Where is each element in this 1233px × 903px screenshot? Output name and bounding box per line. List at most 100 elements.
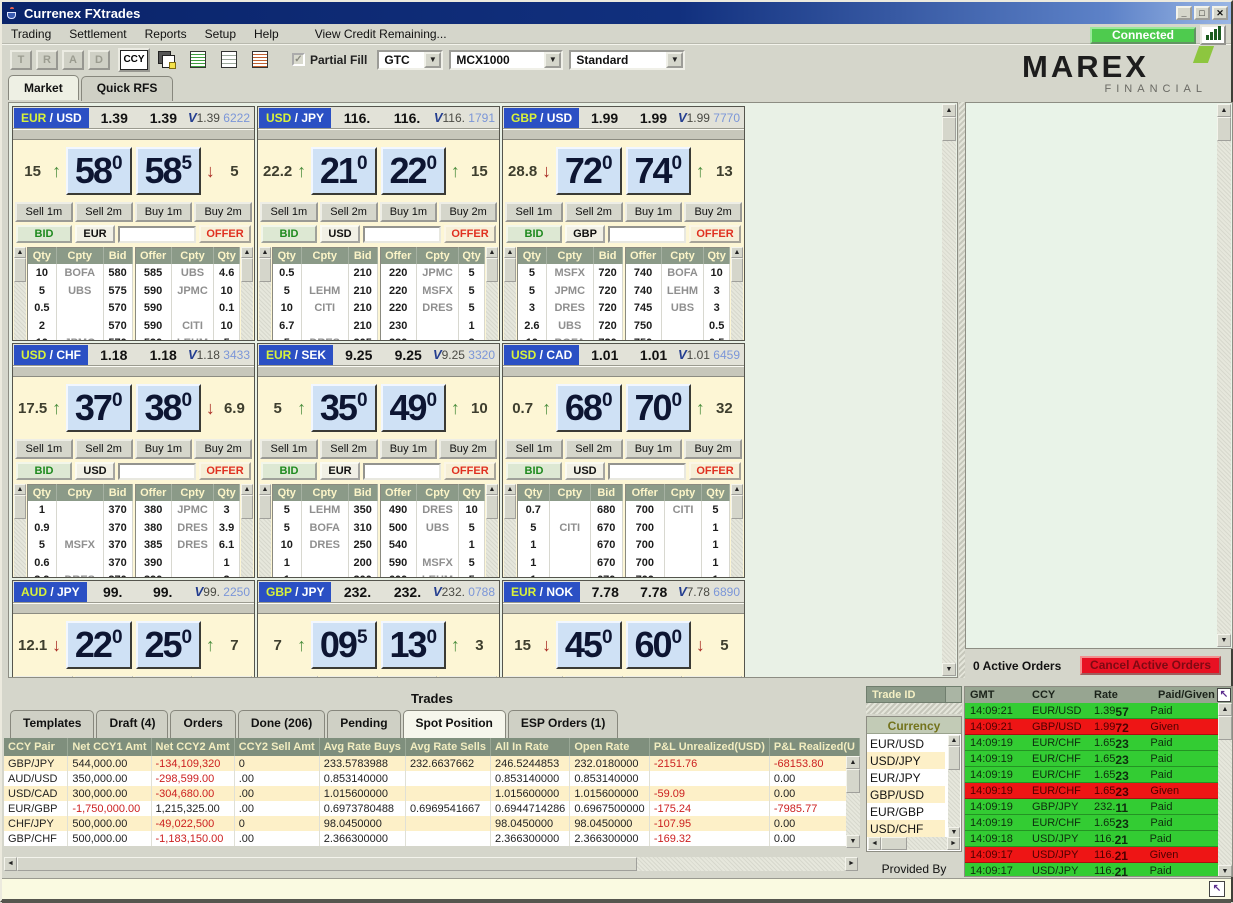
scrollbar-track[interactable] bbox=[14, 258, 26, 340]
book-row[interactable]: 10BOFA720 bbox=[517, 334, 623, 340]
scrollbar-track[interactable] bbox=[731, 495, 743, 577]
scrollbar-thumb[interactable] bbox=[486, 258, 498, 282]
scroll-arrow-up-icon[interactable]: ▲ bbox=[731, 484, 743, 495]
scrollbar-thumb[interactable] bbox=[1217, 117, 1231, 141]
sell-1m-button[interactable]: Sell 1m bbox=[15, 439, 73, 459]
scroll-arrow-up-icon[interactable]: ▲ bbox=[504, 247, 516, 258]
scroll-arrow-up-icon[interactable]: ▲ bbox=[504, 484, 516, 495]
buy-1m-button[interactable]: Buy 1m bbox=[134, 202, 193, 222]
scrollbar-track[interactable] bbox=[241, 495, 253, 577]
scrollbar-thumb[interactable] bbox=[948, 746, 960, 770]
buy-2m-button[interactable]: Buy 2m bbox=[684, 676, 742, 677]
scrollbar-thumb[interactable] bbox=[731, 495, 743, 519]
bid-price-button[interactable]: 68 0 bbox=[555, 384, 622, 432]
scrollbar-track[interactable] bbox=[259, 258, 271, 340]
scroll-arrow-up-icon[interactable]: ▲ bbox=[14, 484, 26, 495]
book-row[interactable]: 2.6 UBS 720 bbox=[517, 317, 623, 335]
scrollbar-track[interactable] bbox=[1217, 117, 1231, 634]
scrollbar-thumb[interactable] bbox=[241, 258, 253, 282]
scrollbar-track[interactable] bbox=[1218, 716, 1232, 865]
pair-label[interactable]: USD / CAD bbox=[504, 344, 580, 365]
ccy-button[interactable]: CCY bbox=[118, 47, 150, 72]
offer-button[interactable]: OFFER bbox=[444, 225, 496, 243]
bid-price-button[interactable]: 72 0 bbox=[555, 147, 622, 195]
scroll-arrow-up-icon[interactable]: ▲ bbox=[241, 247, 253, 258]
pair-label[interactable]: EUR / NOK bbox=[504, 581, 581, 602]
trades-tab-esp-orders-1-[interactable]: ESP Orders (1) bbox=[507, 710, 619, 738]
currency-item-usdchf[interactable]: USD/CHF bbox=[867, 820, 945, 837]
scrollbar-thumb[interactable] bbox=[14, 495, 26, 519]
buy-1m-button[interactable]: Buy 1m bbox=[624, 439, 683, 459]
book-row[interactable]: 5 JPMC 720 bbox=[517, 281, 623, 300]
scrollbar-track[interactable] bbox=[846, 769, 860, 835]
offer-button[interactable]: OFFER bbox=[444, 462, 496, 480]
menu-item-trading[interactable]: Trading bbox=[11, 26, 52, 41]
trades-tab-done-206-[interactable]: Done (206) bbox=[237, 710, 326, 738]
ccy-label-button[interactable]: USD bbox=[320, 225, 360, 243]
book-scrollbar-right[interactable]: ▲▼ bbox=[731, 484, 743, 577]
book-row[interactable]: 10 CITI 210 bbox=[272, 299, 378, 318]
book-row[interactable]: 700 1 bbox=[625, 518, 731, 537]
amount-input[interactable] bbox=[363, 462, 441, 480]
book-row[interactable]: 380 DRES 3.9 bbox=[135, 518, 240, 537]
pair-label[interactable]: EUR / USD bbox=[14, 107, 89, 128]
scrollbar-track[interactable] bbox=[17, 857, 845, 871]
amount-input[interactable] bbox=[118, 462, 196, 480]
scrollbar-track[interactable] bbox=[14, 495, 26, 577]
book-row[interactable]: 490 DRES 10 bbox=[380, 501, 485, 519]
trades-tab-orders[interactable]: Orders bbox=[170, 710, 236, 738]
buy-2m-button[interactable]: Buy 2m bbox=[684, 439, 742, 459]
trades-tab-draft-4-[interactable]: Draft (4) bbox=[96, 710, 169, 738]
offer-price-button[interactable]: 60 0 bbox=[625, 621, 692, 669]
trades-tab-spot-position[interactable]: Spot Position bbox=[402, 710, 506, 738]
trades-tab-pending[interactable]: Pending bbox=[327, 710, 401, 738]
dropdown-mcx1000[interactable]: MCX1000 ▼ bbox=[449, 49, 564, 70]
book-row[interactable]: 10 BOFA 580 bbox=[27, 264, 133, 282]
sell-2m-button[interactable]: Sell 2m bbox=[564, 439, 623, 459]
print-icon[interactable] bbox=[218, 49, 241, 70]
buy-1m-button[interactable]: Buy 1m bbox=[379, 676, 438, 677]
ccy-label-button[interactable]: GBP bbox=[565, 225, 605, 243]
cancel-active-orders-button[interactable]: Cancel Active Orders bbox=[1080, 656, 1221, 675]
scroll-arrow-right-icon[interactable]: ► bbox=[947, 837, 960, 850]
bid-button[interactable]: BID bbox=[16, 225, 72, 243]
table-row[interactable]: USD/CAD 300,000.00 -304,680.00.00 1.0156000… bbox=[4, 786, 861, 801]
book-row[interactable]: 5 UBS 575 bbox=[27, 281, 133, 300]
bar-chart-icon[interactable] bbox=[1200, 25, 1226, 45]
panel-splitter[interactable] bbox=[959, 102, 965, 678]
book-scrollbar-left[interactable]: ▲▼ bbox=[14, 247, 26, 340]
scrollbar-thumb[interactable] bbox=[731, 258, 743, 282]
scroll-arrow-up-icon[interactable]: ▲ bbox=[259, 247, 271, 258]
connection-status-badge[interactable]: Connected bbox=[1090, 27, 1196, 44]
sell-1m-button[interactable]: Sell 1m bbox=[505, 676, 563, 677]
copy-icon[interactable] bbox=[156, 49, 179, 70]
scrollbar-thumb[interactable] bbox=[881, 837, 907, 850]
menu-item-setup[interactable]: Setup bbox=[204, 26, 237, 41]
scroll-arrow-up-icon[interactable]: ▲ bbox=[486, 484, 498, 495]
scrollbar-thumb[interactable] bbox=[259, 495, 271, 519]
sell-2m-button[interactable]: Sell 2m bbox=[319, 202, 378, 222]
chevron-down-icon[interactable]: ▼ bbox=[544, 51, 562, 68]
dropdown-gtc[interactable]: GTC ▼ bbox=[377, 49, 444, 70]
book-row[interactable]: 5 BOFA 310 bbox=[272, 518, 378, 537]
blotter-icon[interactable] bbox=[187, 49, 210, 70]
table-row[interactable]: GBP/CHF 500,000.00 -1,183,150.00.00 2.36630… bbox=[4, 831, 861, 846]
offer-price-button[interactable]: 25 0 bbox=[135, 621, 202, 669]
sell-1m-button[interactable]: Sell 1m bbox=[15, 676, 73, 677]
currency-item-usdjpy[interactable]: USD/JPY bbox=[867, 752, 945, 769]
pair-label[interactable]: EUR / SEK bbox=[259, 344, 334, 365]
buy-1m-button[interactable]: Buy 1m bbox=[379, 202, 438, 222]
book-row[interactable]: 750 0.5 bbox=[625, 317, 730, 335]
scrollbar-thumb[interactable] bbox=[259, 258, 271, 282]
book-row[interactable]: 540 1 bbox=[380, 536, 485, 555]
book-row[interactable]: 590 MSFX 5 bbox=[380, 554, 485, 572]
buy-2m-button[interactable]: Buy 2m bbox=[439, 676, 497, 677]
book-row[interactable]: 385 DRES 6.1 bbox=[135, 536, 240, 555]
book-row[interactable]: 1 370 bbox=[27, 501, 133, 519]
scroll-arrow-down-icon[interactable]: ▼ bbox=[942, 663, 956, 676]
book-row[interactable]: 745 UBS 3 bbox=[625, 299, 730, 318]
book-row[interactable]: 600LEHM5 bbox=[380, 571, 485, 577]
sell-2m-button[interactable]: Sell 2m bbox=[74, 439, 133, 459]
partial-fill-checkbox[interactable]: ✓ bbox=[292, 53, 305, 66]
